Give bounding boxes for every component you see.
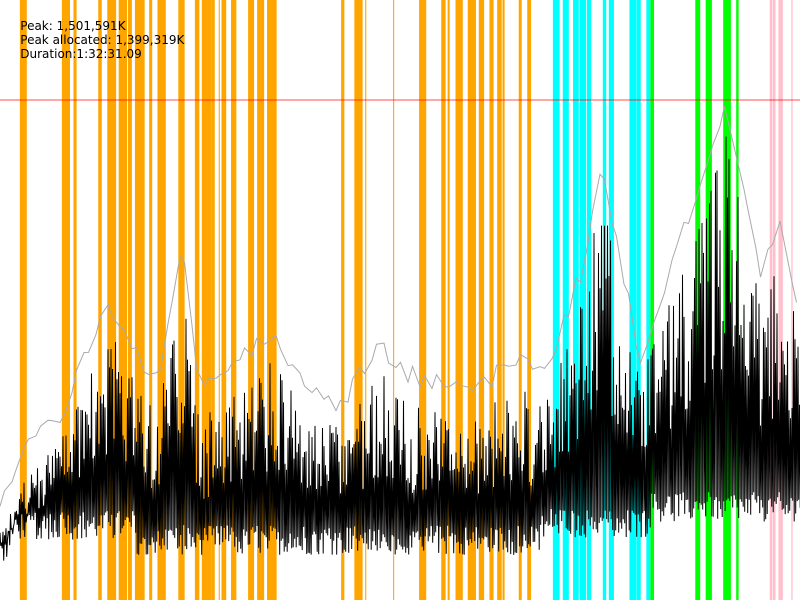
phase-band [134, 0, 145, 600]
phase-band [118, 0, 128, 600]
phase-band [527, 0, 532, 600]
phase-band [695, 0, 701, 600]
phase-band [497, 0, 502, 600]
peak-allocated-label: Peak allocated: 1,399,319K [20, 33, 185, 47]
phase-band [489, 0, 494, 600]
peak-label: Peak: 1,501,591K [20, 19, 126, 33]
phase-band [447, 0, 450, 600]
phase-band [365, 0, 367, 600]
phase-band [441, 0, 446, 600]
phase-band [778, 0, 783, 600]
phase-band [629, 0, 637, 600]
phase-band [128, 0, 132, 600]
committed-line [0, 106, 797, 507]
phase-band [478, 0, 485, 600]
phase-band [455, 0, 463, 600]
phase-band [248, 0, 255, 600]
phase-band [636, 0, 641, 600]
used-line [0, 136, 800, 561]
phase-band [194, 0, 200, 600]
phase-band [218, 0, 220, 600]
phase-band [178, 0, 185, 600]
phase-band [502, 0, 505, 600]
phase-band [107, 0, 117, 600]
phase-band [61, 0, 71, 600]
phase-band [149, 0, 153, 600]
phase-band [267, 0, 277, 600]
phase-band [257, 0, 265, 600]
phase-band [646, 0, 651, 600]
duration-label: Duration:1:32:31.09 [20, 47, 142, 61]
phase-band [518, 0, 522, 600]
phase-band [650, 0, 655, 600]
phase-band [201, 0, 212, 600]
phase-band [562, 0, 569, 600]
phase-band [608, 0, 614, 600]
phase-band [552, 0, 560, 600]
phase-band [791, 0, 793, 600]
phase-band [98, 0, 102, 600]
phase-band [157, 0, 166, 600]
phase-band [231, 0, 237, 600]
phase-band [419, 0, 427, 600]
phase-band [19, 0, 27, 600]
chart-header: Peak: 1,501,591K Peak allocated: 1,399,3… [5, 5, 194, 75]
phase-band [573, 0, 579, 600]
phase-band [221, 0, 227, 600]
phase-band [73, 0, 77, 600]
phase-band [211, 0, 215, 600]
phase-band [354, 0, 363, 600]
phase-band [579, 0, 587, 600]
phase-band [393, 0, 395, 600]
phase-band [467, 0, 476, 600]
phase-band [341, 0, 345, 600]
